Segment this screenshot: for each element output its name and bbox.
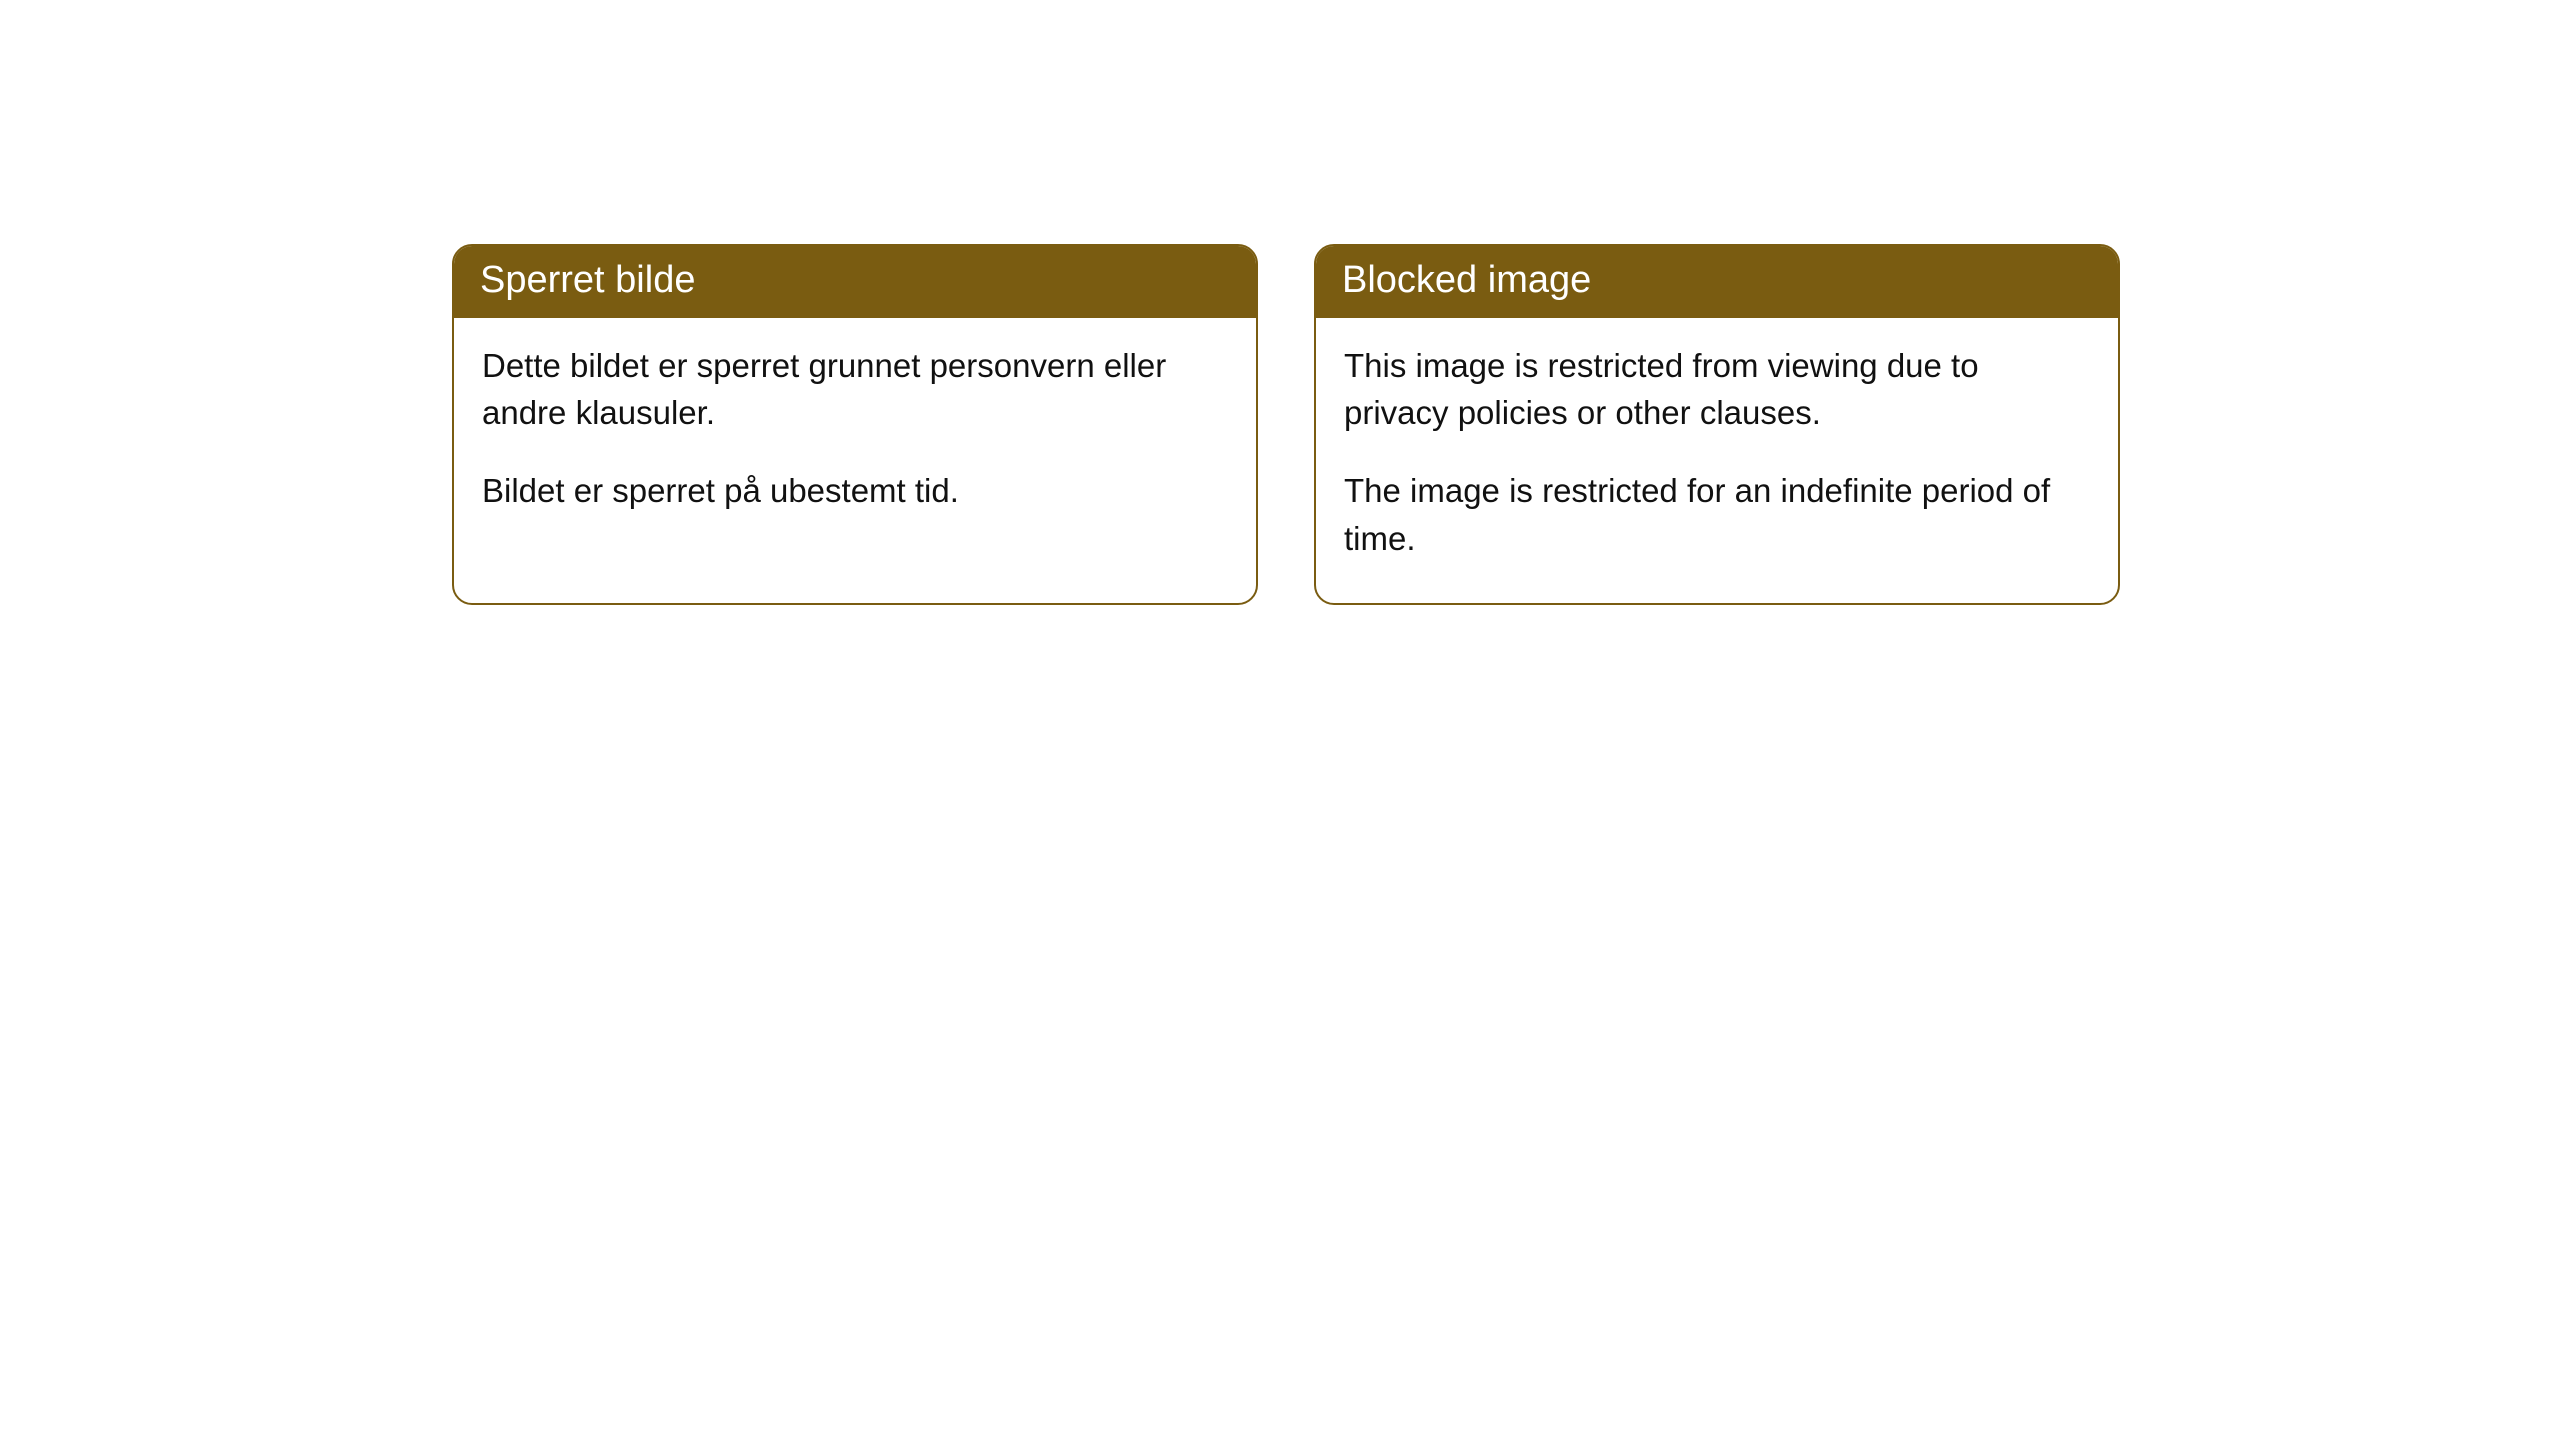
card-paragraph-2: The image is restricted for an indefinit… [1344, 467, 2090, 563]
card-title: Blocked image [1342, 259, 1591, 301]
blocked-image-card-english: Blocked image This image is restricted f… [1314, 244, 2120, 605]
card-paragraph-1: Dette bildet er sperret grunnet personve… [482, 342, 1228, 438]
notice-container: Sperret bilde Dette bildet er sperret gr… [0, 0, 2560, 605]
blocked-image-card-norwegian: Sperret bilde Dette bildet er sperret gr… [452, 244, 1258, 605]
card-title: Sperret bilde [480, 259, 695, 301]
card-body: Dette bildet er sperret grunnet personve… [454, 318, 1256, 556]
card-paragraph-1: This image is restricted from viewing du… [1344, 342, 2090, 438]
card-body: This image is restricted from viewing du… [1316, 318, 2118, 603]
card-header: Blocked image [1316, 246, 2118, 318]
card-header: Sperret bilde [454, 246, 1256, 318]
card-paragraph-2: Bildet er sperret på ubestemt tid. [482, 467, 1228, 515]
